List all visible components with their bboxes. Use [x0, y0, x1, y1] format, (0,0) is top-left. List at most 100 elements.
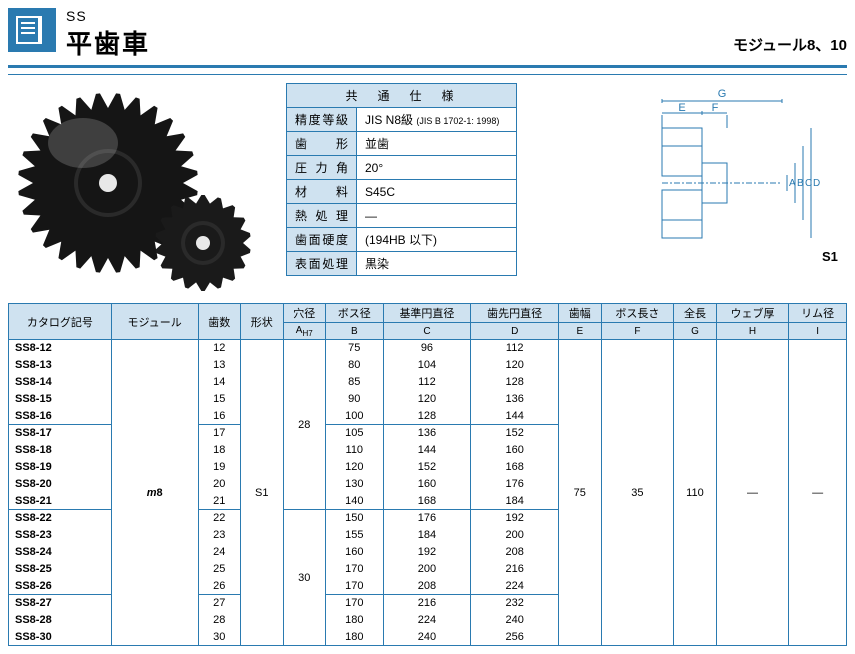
spec-value: 20°: [357, 156, 517, 180]
dim-cell: 170: [326, 561, 384, 578]
dim-cell: 75: [326, 340, 384, 357]
dim-cell: 110: [326, 442, 384, 459]
dim-cell: 232: [471, 595, 559, 612]
dim-cell: 176: [471, 476, 559, 493]
teeth-cell: 25: [198, 561, 241, 578]
gear-image: (function(){ const svg = document.curren…: [8, 83, 268, 293]
dim-cell: 152: [471, 425, 559, 442]
dim-cell: 112: [383, 374, 471, 391]
catalog-cell: SS8-22: [9, 510, 112, 527]
catalog-cell: SS8-15: [9, 391, 112, 408]
dim-cell: 96: [383, 340, 471, 357]
col-sub-header: C: [383, 323, 471, 340]
dim-cell: 136: [471, 391, 559, 408]
catalog-cell: SS8-16: [9, 408, 112, 425]
teeth-cell: 28: [198, 612, 241, 629]
dim-cell: 170: [326, 578, 384, 595]
teeth-cell: 26: [198, 578, 241, 595]
teeth-cell: 16: [198, 408, 241, 425]
col-header: 歯数: [198, 304, 241, 340]
dim-cell: 128: [471, 374, 559, 391]
common-cell: 75: [559, 340, 602, 646]
col-sub-header: I: [789, 323, 847, 340]
catalog-cell: SS8-14: [9, 374, 112, 391]
svg-text:F: F: [712, 102, 719, 114]
dim-cell: 136: [383, 425, 471, 442]
dim-cell: 200: [383, 561, 471, 578]
bore-cell: 30: [283, 510, 326, 646]
divider: [8, 74, 847, 75]
catalog-cell: SS8-28: [9, 612, 112, 629]
dim-cell: 224: [471, 578, 559, 595]
title-block: SS 平歯車: [66, 8, 150, 61]
dim-cell: 170: [326, 595, 384, 612]
dim-cell: 180: [326, 612, 384, 629]
dim-cell: 208: [471, 544, 559, 561]
dim-cell: 224: [383, 612, 471, 629]
svg-text:C: C: [805, 178, 812, 189]
svg-text:A: A: [789, 178, 796, 189]
teeth-cell: 19: [198, 459, 241, 476]
svg-text:D: D: [813, 178, 820, 189]
teeth-cell: 20: [198, 476, 241, 493]
col-header: 基準円直径: [383, 304, 471, 323]
dim-cell: 240: [471, 612, 559, 629]
common-cell: 35: [601, 340, 674, 646]
svg-text:G: G: [718, 88, 727, 100]
col-header: 形状: [241, 304, 284, 340]
spec-value: 並歯: [357, 132, 517, 156]
dim-cell: 184: [383, 527, 471, 544]
teeth-cell: 22: [198, 510, 241, 527]
col-header: ボス径: [326, 304, 384, 323]
dim-cell: 152: [383, 459, 471, 476]
dim-cell: 160: [471, 442, 559, 459]
dim-cell: 144: [471, 408, 559, 425]
spec-table: 共 通 仕 様 精度等級JIS N8級 (JIS B 1702-1: 1998)…: [286, 83, 517, 276]
dim-cell: 184: [471, 493, 559, 510]
col-header: 全長: [674, 304, 717, 323]
col-sub-header: E: [559, 323, 602, 340]
col-header: ボス長さ: [601, 304, 674, 323]
module-cell: m8: [111, 340, 198, 646]
teeth-cell: 18: [198, 442, 241, 459]
dim-cell: 144: [383, 442, 471, 459]
teeth-cell: 12: [198, 340, 241, 357]
teeth-cell: 30: [198, 629, 241, 646]
dim-cell: 192: [383, 544, 471, 561]
document-icon: [8, 8, 56, 52]
catalog-cell: SS8-30: [9, 629, 112, 646]
col-sub-header: H: [716, 323, 789, 340]
spec-value: (194HB 以下): [357, 228, 517, 252]
spec-title: 共 通 仕 様: [287, 84, 517, 108]
dim-cell: 120: [326, 459, 384, 476]
svg-text:B: B: [797, 178, 804, 189]
spec-value: 黒染: [357, 252, 517, 276]
spec-value: JIS N8級 (JIS B 1702-1: 1998): [357, 108, 517, 132]
header-ss: SS: [66, 8, 150, 24]
spec-label: 圧 力 角: [287, 156, 357, 180]
spec-label: 材 料: [287, 180, 357, 204]
catalog-cell: SS8-20: [9, 476, 112, 493]
dim-cell: 200: [471, 527, 559, 544]
dim-cell: 90: [326, 391, 384, 408]
col-header: ウェブ厚: [716, 304, 789, 323]
dim-cell: 160: [383, 476, 471, 493]
dimension-diagram: G E F A B: [627, 83, 847, 283]
header-main: 平歯車: [66, 24, 150, 61]
diagram-label: S1: [822, 249, 838, 264]
col-sub-header: F: [601, 323, 674, 340]
dim-cell: 104: [383, 357, 471, 374]
dim-cell: 176: [383, 510, 471, 527]
catalog-cell: SS8-23: [9, 527, 112, 544]
dim-cell: 240: [383, 629, 471, 646]
catalog-cell: SS8-17: [9, 425, 112, 442]
teeth-cell: 24: [198, 544, 241, 561]
teeth-cell: 13: [198, 357, 241, 374]
teeth-cell: 14: [198, 374, 241, 391]
dim-cell: 140: [326, 493, 384, 510]
spec-label: 歯面硬度: [287, 228, 357, 252]
teeth-cell: 15: [198, 391, 241, 408]
catalog-cell: SS8-18: [9, 442, 112, 459]
dim-cell: 105: [326, 425, 384, 442]
dim-cell: 85: [326, 374, 384, 391]
